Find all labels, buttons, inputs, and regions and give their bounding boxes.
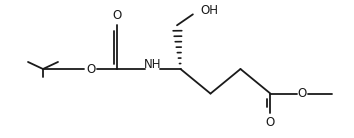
Text: NH: NH	[144, 58, 161, 71]
Text: O: O	[113, 9, 122, 22]
Text: O: O	[298, 87, 307, 100]
Text: OH: OH	[200, 4, 218, 17]
Text: O: O	[266, 116, 275, 129]
Text: O: O	[86, 63, 95, 75]
